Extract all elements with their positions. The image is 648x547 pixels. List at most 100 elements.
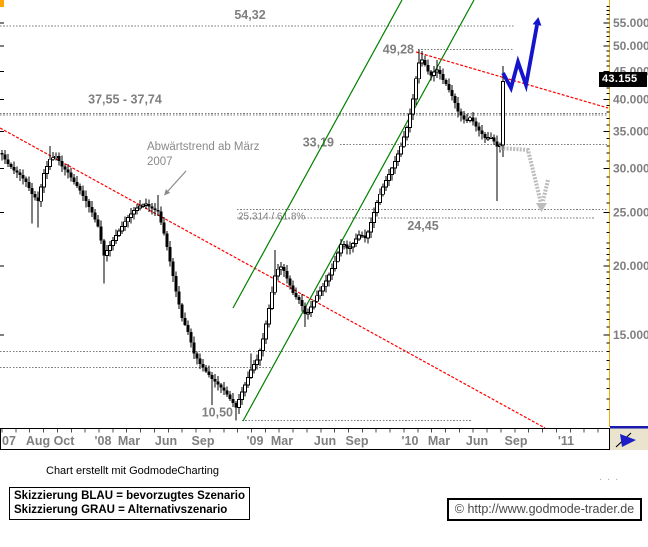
current-price-value: 43.155 <box>602 73 638 85</box>
candle-wick <box>499 142 501 153</box>
candle-body <box>495 141 499 147</box>
candle-body <box>147 203 151 207</box>
candle-wick <box>304 302 306 328</box>
candle-body <box>411 98 415 115</box>
candle-body <box>99 226 103 241</box>
candle-wick <box>1 150 3 161</box>
x-axis-label: Mar <box>271 434 293 448</box>
candle-wick <box>151 202 153 215</box>
copyright-box: © http://www.godmode-trader.de <box>447 498 642 521</box>
y-axis-label: 30.000 <box>613 162 648 176</box>
candle-body <box>120 225 124 232</box>
candle-body <box>75 181 79 187</box>
candle-body <box>330 267 334 276</box>
candle-body <box>360 234 364 237</box>
x-axis-label: Oct <box>54 434 76 448</box>
candle-body <box>279 266 283 270</box>
candle-body <box>240 391 244 400</box>
candle-body <box>390 167 394 176</box>
candle-wick <box>31 183 33 224</box>
candle-body <box>60 161 64 167</box>
candle-wick <box>64 164 66 176</box>
candle-body <box>450 89 454 97</box>
candle-body <box>132 210 136 215</box>
candle-body <box>81 190 85 196</box>
legend-line-gray: Skizzierung GRAU = Alternativszenario <box>14 504 228 516</box>
candle-body <box>9 163 13 168</box>
candle-body <box>342 244 346 247</box>
candle-body <box>357 234 361 240</box>
candle-body <box>135 207 139 212</box>
candle-body <box>468 117 472 122</box>
candle-body <box>21 175 25 179</box>
candle-body <box>12 167 16 171</box>
candle-body <box>255 359 259 365</box>
candle-body <box>204 367 208 372</box>
candle-body <box>444 80 448 84</box>
candle-body <box>480 130 484 134</box>
candle-body <box>18 172 22 176</box>
candle-body <box>369 221 373 233</box>
current-price-tag: 43.155 <box>599 72 647 87</box>
candle-body <box>435 69 439 73</box>
time-axis: 07 Aug Oct '08 Mar Jun Sep '09 Mar Jun Sep '10 Mar Ju… <box>0 428 610 450</box>
candle-body <box>216 381 220 385</box>
candle-body <box>33 193 37 198</box>
candle-body <box>309 306 313 314</box>
candle-wick <box>487 132 489 142</box>
candle-body <box>492 137 496 142</box>
candle-body <box>318 290 322 297</box>
candle-body <box>210 375 214 379</box>
y-axis-label: 15.000 <box>613 328 648 342</box>
candle-body <box>78 186 82 191</box>
candle-body <box>225 390 229 395</box>
candle-body <box>237 398 241 408</box>
candle-body <box>288 278 292 286</box>
candle-body <box>0 153 4 155</box>
candle-wick <box>235 401 237 421</box>
candle-body <box>171 261 175 276</box>
candle-wick <box>211 371 213 406</box>
level-label: 33,19 <box>303 135 334 149</box>
candle-body <box>300 299 304 306</box>
candle-body <box>3 154 7 160</box>
candle-wick <box>436 59 438 78</box>
candle-body <box>96 219 100 227</box>
legend-line-blue: Skizzierung BLAU = bevorzugtes Szenario <box>14 490 246 502</box>
candle-wick <box>250 353 252 380</box>
candle-body <box>114 235 118 241</box>
x-axis-label: Mar <box>118 434 140 448</box>
candle-body <box>90 206 94 213</box>
candle-body <box>45 165 49 175</box>
x-axis-label: Sep <box>192 434 215 448</box>
candle-body <box>264 323 268 340</box>
candle-body <box>453 96 457 103</box>
x-axis-label: '10 <box>402 434 419 448</box>
candle-body <box>27 181 31 188</box>
candle-wick <box>421 50 423 67</box>
candle-body <box>123 221 127 227</box>
candle-body <box>177 291 181 305</box>
candle-wick <box>37 191 39 228</box>
candle-body <box>87 201 91 207</box>
candle-body <box>273 275 277 293</box>
candle-body <box>252 364 256 371</box>
y-axis-label: 40.000 <box>613 93 648 107</box>
level-label: 24,45 <box>407 219 438 233</box>
candle-body <box>36 197 40 202</box>
candle-body <box>222 387 226 391</box>
candle-body <box>111 239 115 246</box>
candle-body <box>93 212 97 220</box>
candle-wick <box>274 249 276 296</box>
chart-credit-text: Chart erstellt mit GodmodeCharting <box>46 465 220 477</box>
candle-body <box>426 64 430 72</box>
candle-wick <box>52 151 54 162</box>
level-label: 25.314 / 61.8% <box>238 211 305 222</box>
candle-wick <box>361 231 363 239</box>
uptrend-channel-upper-trendline <box>232 0 403 309</box>
annotation-arrowhead-icon <box>164 189 171 196</box>
level-label: 10,50 <box>202 406 233 420</box>
candle-body <box>156 210 160 212</box>
candle-body <box>306 312 310 315</box>
candle-body <box>69 172 73 178</box>
